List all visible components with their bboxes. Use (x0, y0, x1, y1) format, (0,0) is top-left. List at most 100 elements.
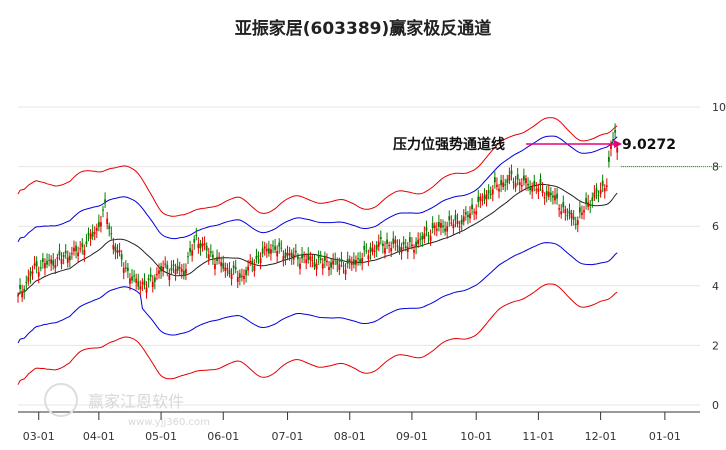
candle-body (195, 234, 198, 236)
candle-body (133, 275, 136, 277)
candle-body (396, 245, 399, 247)
candle-body (33, 263, 36, 266)
candle-body (421, 235, 424, 240)
candle-body (52, 260, 55, 266)
candle-body (162, 266, 165, 271)
candle-body (37, 272, 40, 277)
candle-body (574, 223, 577, 225)
candle-body (442, 225, 444, 227)
candle-body (294, 250, 297, 253)
candle-body (560, 211, 563, 215)
candle-body (25, 281, 28, 284)
candle-body (433, 225, 436, 229)
candle-body (46, 260, 48, 265)
candle-body (512, 181, 515, 183)
candle-body (220, 262, 223, 267)
candle-body (85, 241, 88, 245)
candle-body (367, 255, 370, 260)
candle-body (440, 222, 442, 228)
candle-body (100, 222, 102, 227)
candle-body (255, 255, 258, 259)
candle-body (234, 267, 237, 270)
candle-body (589, 205, 592, 207)
candle-body (460, 219, 463, 225)
candle-body (388, 244, 391, 246)
candle-body (263, 246, 266, 249)
candle-body (288, 253, 291, 256)
candle-body (311, 260, 314, 262)
candle-body (419, 238, 422, 240)
candle-body (199, 243, 202, 249)
candle-body (504, 184, 507, 186)
candle-body (394, 239, 397, 244)
candle-body (68, 255, 71, 261)
candle-body (491, 189, 494, 195)
candle-body (610, 143, 612, 149)
candle-body (58, 250, 61, 256)
candle-body (373, 250, 376, 252)
candle-body (413, 249, 415, 253)
candle-body (23, 288, 26, 293)
grid-lines (18, 106, 700, 406)
x-tick-label: 05-01 (145, 430, 177, 443)
candle-body (83, 249, 86, 256)
candle-body (313, 262, 316, 267)
x-tick-label: 06-01 (207, 430, 239, 443)
candle-body (572, 216, 575, 220)
candle-body (112, 244, 115, 250)
candle-body (48, 259, 50, 261)
y-tick-label: 0 (712, 399, 719, 412)
candle-body (89, 233, 92, 239)
candle-body (578, 207, 581, 213)
candle-body (81, 242, 84, 248)
candle-body (120, 254, 123, 260)
candle-body (562, 201, 565, 208)
candle-body (328, 267, 330, 271)
candle-body (398, 246, 401, 251)
candle-body (348, 259, 351, 262)
candle-body (346, 258, 349, 264)
candle-body (77, 252, 80, 257)
candle-body (456, 220, 459, 225)
candle-body (284, 252, 287, 258)
candle-body (143, 280, 146, 286)
candle-body (97, 221, 100, 228)
candle-body (230, 273, 233, 279)
chart-title: 亚振家居(603389)赢家极反通道 (234, 19, 492, 39)
candle-body (29, 271, 32, 277)
candle-body (91, 231, 94, 237)
candle-body (201, 243, 204, 247)
candle-body (537, 188, 540, 192)
candle-body (408, 237, 411, 243)
candle-body (502, 182, 505, 187)
candle-body (315, 264, 318, 270)
candle-body (431, 223, 434, 229)
candle-body (342, 265, 345, 267)
candle-body (518, 182, 521, 185)
candle-body (114, 246, 117, 252)
candle-body (216, 256, 218, 262)
candle-body (554, 195, 556, 201)
candle-body (581, 212, 583, 215)
candle-body (570, 213, 573, 219)
candle-body (75, 245, 77, 252)
candle-body (267, 248, 270, 254)
candle-body (251, 260, 254, 265)
x-tick-label: 09-01 (396, 430, 428, 443)
candle-body (209, 251, 212, 253)
candle-body (498, 188, 500, 192)
watermark-logo (44, 383, 78, 417)
candle-body (583, 210, 585, 213)
candle-body (340, 258, 343, 263)
watermark-url: www.yjj360.com (128, 417, 210, 428)
candle-body (110, 233, 113, 235)
candle-body (64, 250, 67, 254)
candle-body (309, 256, 312, 260)
annotation-label: 压力位强势通道线 (393, 136, 505, 153)
candle-body (543, 197, 546, 199)
candle-body (481, 199, 484, 201)
candle-body (276, 251, 279, 257)
candle-body (174, 269, 177, 275)
candle-body (44, 263, 46, 269)
annotation-value: 9.0272 (622, 137, 676, 153)
